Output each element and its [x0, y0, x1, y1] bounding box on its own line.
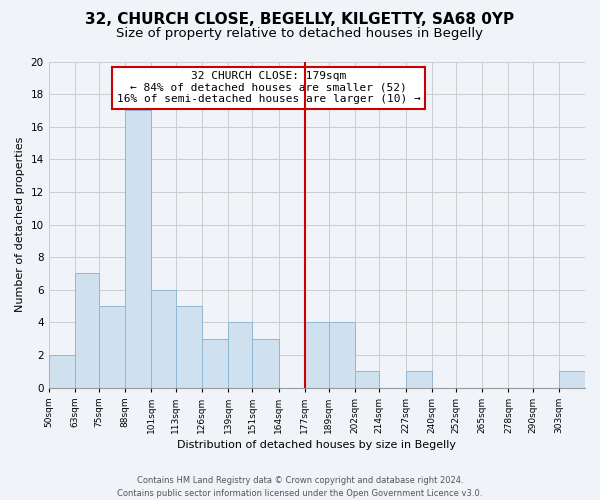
- Bar: [99, 306, 125, 388]
- Bar: [305, 322, 329, 388]
- Bar: [49, 355, 75, 388]
- Bar: [329, 322, 355, 388]
- Bar: [125, 110, 151, 388]
- Bar: [202, 338, 228, 388]
- Bar: [355, 372, 379, 388]
- Bar: [559, 372, 585, 388]
- Bar: [253, 338, 278, 388]
- Y-axis label: Number of detached properties: Number of detached properties: [15, 137, 25, 312]
- Text: Contains HM Land Registry data © Crown copyright and database right 2024.
Contai: Contains HM Land Registry data © Crown c…: [118, 476, 482, 498]
- Text: 32 CHURCH CLOSE: 179sqm
← 84% of detached houses are smaller (52)
16% of semi-de: 32 CHURCH CLOSE: 179sqm ← 84% of detache…: [116, 72, 421, 104]
- Text: Size of property relative to detached houses in Begelly: Size of property relative to detached ho…: [116, 28, 484, 40]
- Bar: [75, 274, 99, 388]
- Bar: [406, 372, 432, 388]
- X-axis label: Distribution of detached houses by size in Begelly: Distribution of detached houses by size …: [178, 440, 457, 450]
- Bar: [151, 290, 176, 388]
- Bar: [228, 322, 253, 388]
- Text: 32, CHURCH CLOSE, BEGELLY, KILGETTY, SA68 0YP: 32, CHURCH CLOSE, BEGELLY, KILGETTY, SA6…: [85, 12, 515, 28]
- Bar: [176, 306, 202, 388]
